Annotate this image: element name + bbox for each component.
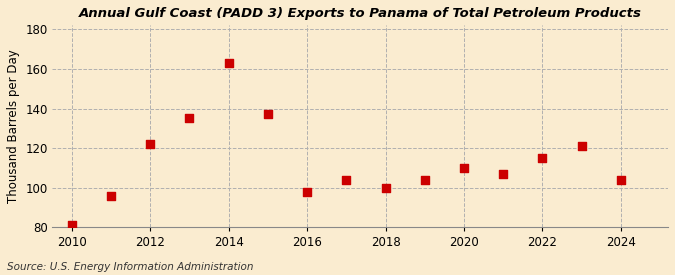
Text: Source: U.S. Energy Information Administration: Source: U.S. Energy Information Administ… [7,262,253,272]
Point [537,156,548,160]
Point [302,189,313,194]
Point [380,186,391,190]
Point [419,178,430,182]
Point [498,172,509,176]
Point [223,61,234,65]
Point [616,178,626,182]
Point [341,178,352,182]
Point [66,223,77,228]
Point [263,112,273,117]
Point [458,166,469,170]
Title: Annual Gulf Coast (PADD 3) Exports to Panama of Total Petroleum Products: Annual Gulf Coast (PADD 3) Exports to Pa… [78,7,641,20]
Point [576,144,587,148]
Point [144,142,155,146]
Point [105,194,116,198]
Y-axis label: Thousand Barrels per Day: Thousand Barrels per Day [7,50,20,203]
Point [184,116,195,121]
